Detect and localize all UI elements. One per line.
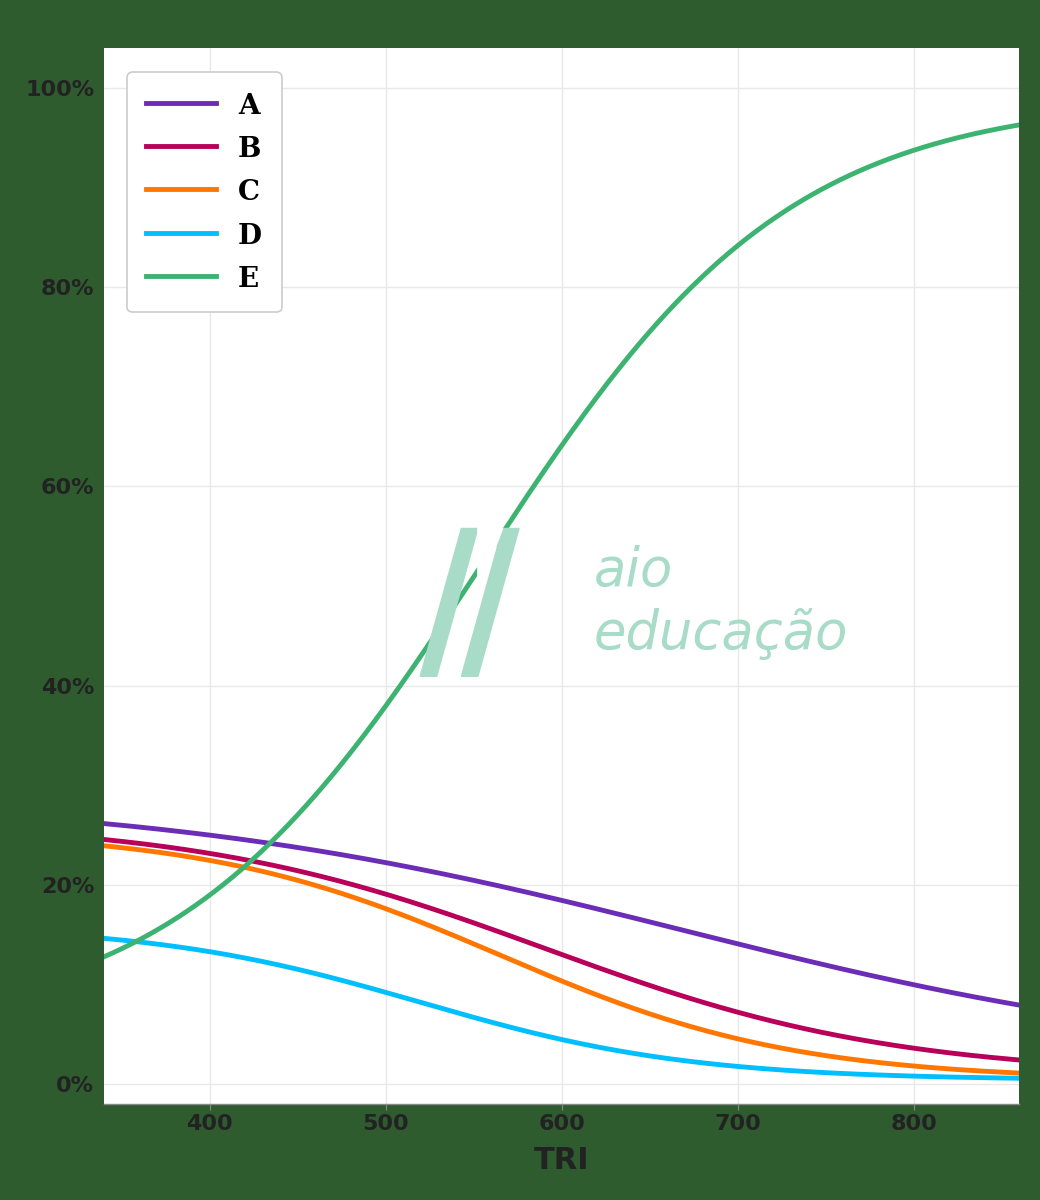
Text: aio: aio — [594, 545, 673, 596]
Polygon shape — [462, 528, 519, 677]
X-axis label: TRI: TRI — [534, 1146, 590, 1175]
Polygon shape — [477, 528, 502, 595]
Legend: A, B, C, D, E: A, B, C, D, E — [127, 72, 282, 312]
Text: educação: educação — [594, 608, 848, 660]
Polygon shape — [420, 528, 477, 677]
